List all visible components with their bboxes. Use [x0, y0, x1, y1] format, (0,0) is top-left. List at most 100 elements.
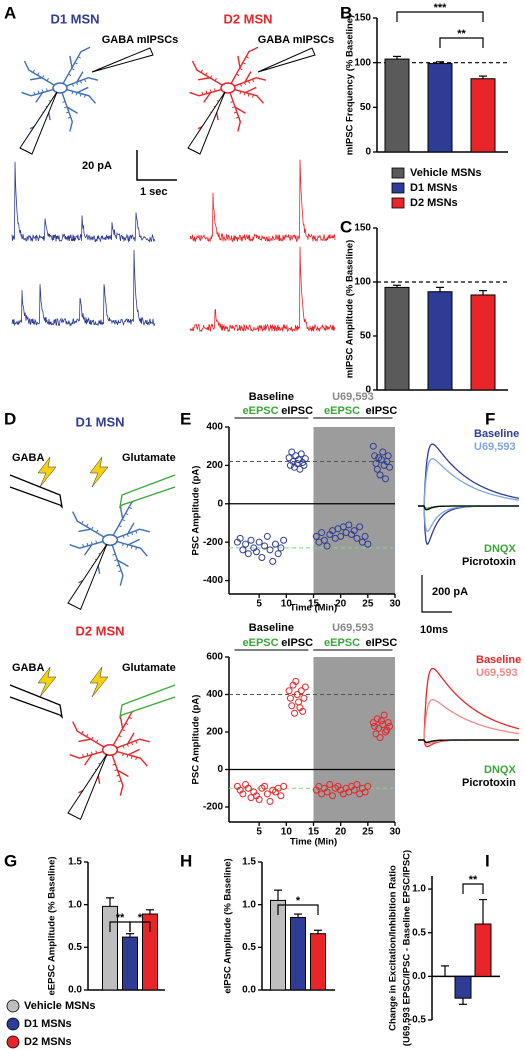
spine	[245, 56, 249, 59]
spine	[91, 526, 94, 530]
data-point	[379, 448, 387, 456]
spine	[125, 512, 129, 516]
spine	[126, 743, 129, 747]
shaded-region	[313, 427, 395, 594]
spine	[135, 546, 138, 551]
spine	[248, 80, 251, 84]
y-tick-label: 50	[360, 102, 372, 113]
gaba-pipette	[91, 47, 154, 73]
y-tick-label: 0	[217, 764, 223, 775]
significance-label: *	[138, 912, 143, 924]
legend-label: Vehicle MSNs	[410, 167, 482, 179]
spine	[209, 89, 212, 93]
spine	[135, 740, 138, 744]
data-point	[290, 709, 298, 717]
legend-swatch	[6, 999, 20, 1013]
data-point	[318, 529, 326, 537]
stimulus-bolt	[37, 456, 57, 488]
data-point	[239, 546, 247, 554]
spine	[82, 754, 84, 758]
data-point	[381, 475, 389, 483]
y-tick-label: 0.0	[68, 985, 82, 996]
phase-label: U69,593	[332, 391, 374, 403]
dendrite	[111, 544, 129, 586]
spine	[79, 93, 82, 97]
legend-label: Vehicle MSNs	[24, 1000, 96, 1012]
significance-label: ***	[434, 2, 448, 14]
x-tick-label: 10	[281, 827, 293, 838]
spine	[116, 774, 120, 777]
y-axis-label: PSC Amplitude (pA)	[191, 466, 202, 556]
bar	[474, 923, 492, 977]
trace-label: U69,593	[476, 667, 518, 679]
data-point	[236, 534, 244, 542]
data-point	[372, 730, 380, 738]
spine	[126, 754, 129, 758]
y-tick-label: 0	[217, 498, 223, 509]
cell-title: D2 MSN	[223, 11, 272, 26]
spine	[90, 751, 93, 755]
legend-swatch	[6, 1017, 20, 1031]
x-tick-label: 5	[256, 599, 262, 610]
condition-label: eEPSC	[242, 405, 278, 417]
cell-title: D2 MSN	[75, 623, 124, 638]
y-tick-label: 50	[360, 331, 372, 342]
spine	[80, 80, 83, 84]
bar	[470, 78, 496, 153]
data-point	[345, 521, 353, 529]
spine	[239, 83, 242, 87]
recording-pipette	[67, 543, 108, 610]
data-point	[361, 532, 369, 540]
spine	[118, 734, 122, 738]
recording-label: GABA mIPSCs	[258, 34, 335, 46]
legend-label: D2 MSNs	[24, 1036, 72, 1048]
recording-pipette	[187, 91, 226, 155]
spine	[68, 73, 72, 76]
data-point	[296, 465, 304, 473]
trace-label: Picrotoxin	[462, 777, 516, 789]
dendrite	[111, 754, 129, 796]
data-point	[312, 532, 320, 540]
spine	[213, 88, 216, 92]
recording-pipette	[19, 91, 58, 155]
y-tick-label: 0.5	[412, 927, 426, 938]
spine	[41, 75, 45, 79]
spine	[243, 92, 246, 96]
x-tick-label: 25	[362, 827, 374, 838]
spine	[209, 75, 213, 79]
data-point	[353, 534, 361, 542]
data-point	[384, 452, 392, 460]
spine	[95, 739, 99, 743]
condition-label: eIPSC	[281, 637, 313, 649]
spine	[37, 72, 40, 76]
y-tick-label: -400	[203, 575, 223, 586]
x-tick-label: 10	[281, 599, 293, 610]
spine	[84, 78, 87, 83]
data-point	[271, 540, 279, 548]
spine	[112, 553, 116, 556]
spine	[86, 542, 89, 546]
spine	[236, 73, 240, 76]
x-axis-label: Time (Min)	[290, 603, 337, 614]
data-point	[323, 542, 331, 550]
data-point	[263, 532, 271, 540]
data-point	[293, 691, 301, 698]
spine	[252, 78, 255, 83]
spine	[86, 733, 89, 737]
legend-label: D1 MSNs	[24, 1018, 72, 1030]
y-tick-label: -0.5	[409, 1015, 427, 1026]
data-point	[375, 724, 383, 732]
spine	[91, 736, 94, 740]
scale-bar	[136, 150, 177, 181]
legend-swatch	[391, 167, 405, 179]
dendrite	[61, 92, 78, 132]
trace	[189, 246, 336, 333]
data-point	[239, 790, 247, 798]
data-point	[386, 463, 394, 471]
x-tick-label: 15	[308, 599, 320, 610]
dendrite	[115, 748, 148, 767]
x-tick-label: 30	[389, 599, 401, 610]
psc-trace	[418, 443, 520, 507]
condition-label: eIPSC	[366, 405, 398, 417]
data-point	[326, 781, 334, 788]
